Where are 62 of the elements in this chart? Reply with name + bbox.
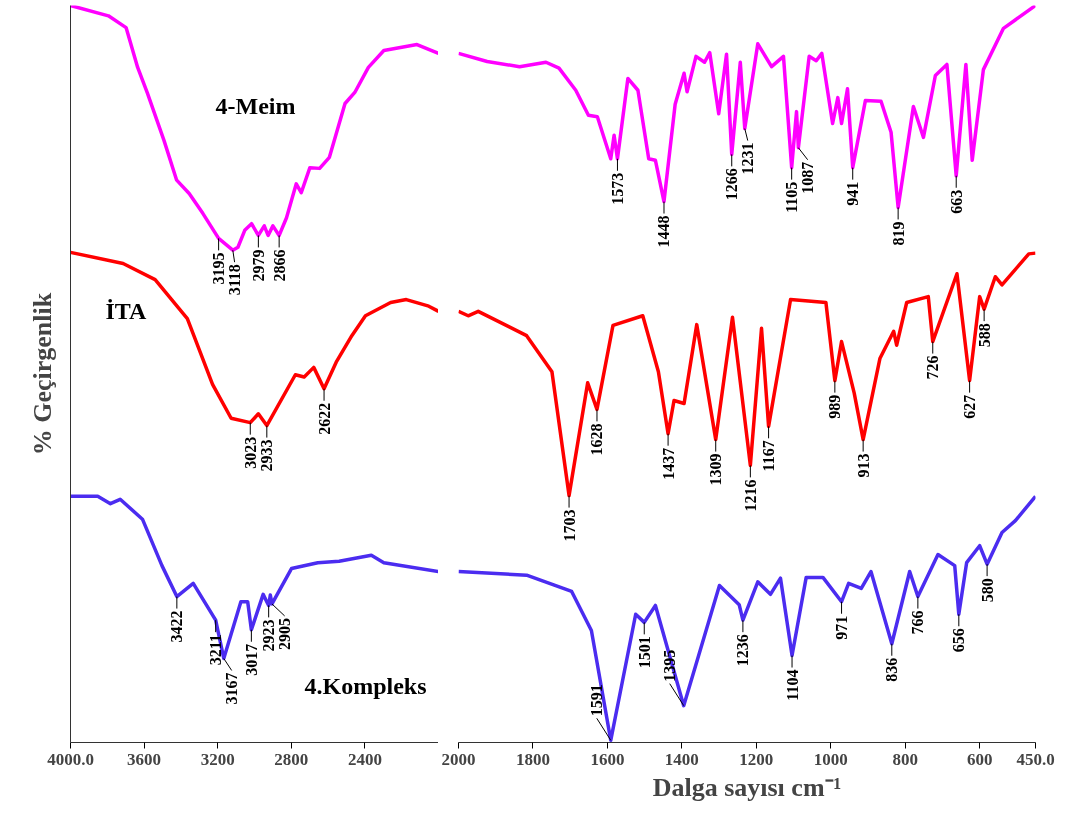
x-tick-label: 1200 [739, 749, 774, 769]
annotation: 1501 [635, 636, 653, 669]
annotation: 1591 [588, 684, 606, 717]
series-label: İTA [105, 297, 148, 324]
annotation: 1105 [783, 181, 801, 213]
x-tick-label: 3200 [200, 749, 235, 769]
annotation: 3422 [168, 610, 186, 643]
annotation: 971 [833, 615, 851, 640]
annotation: 726 [924, 355, 942, 380]
x-tick-label: 1800 [515, 749, 550, 769]
annotation: 3211 [207, 634, 225, 666]
annotation: 2866 [270, 249, 288, 282]
annotation: 1216 [741, 479, 759, 512]
annotation: 656 [950, 628, 968, 653]
annotation: 913 [854, 453, 872, 478]
annotation: 2923 [260, 619, 278, 652]
annotation: 3023 [241, 436, 259, 469]
x-tick-label: 1000 [813, 749, 848, 769]
annotation: 1266 [723, 168, 741, 201]
annotation: 1628 [588, 423, 606, 456]
x-tick-label: 800 [892, 749, 918, 769]
annotation: 2933 [258, 439, 276, 472]
annotation: 1309 [707, 453, 725, 486]
annotation: 1167 [760, 440, 778, 472]
x-tick-label: 600 [966, 749, 993, 769]
annotation: 1448 [655, 215, 673, 248]
annotation: 1087 [799, 161, 817, 194]
annotation: 2622 [315, 402, 333, 435]
annotation: 588 [975, 323, 993, 348]
annotation: 1437 [659, 447, 677, 480]
annotation: 3195 [210, 252, 228, 285]
annotation: 989 [826, 394, 844, 419]
annotation: 580 [978, 578, 996, 603]
y-axis-title: % Geçirgenlik [27, 292, 57, 456]
x-tick-label: 2800 [274, 749, 309, 769]
x-tick-label: 450.0 [1016, 749, 1055, 769]
annotation: 836 [883, 657, 901, 682]
annotation: 1231 [739, 142, 757, 175]
text: 4.Kompleks [304, 672, 427, 699]
annotation: 1236 [734, 634, 752, 667]
x-tick-label: 2400 [347, 749, 382, 769]
annotation: 627 [961, 394, 979, 419]
annotation: 819 [889, 221, 907, 246]
annotation: 1573 [608, 172, 626, 205]
x-tick-label: 2000 [441, 749, 476, 769]
annotation: 3017 [242, 643, 260, 676]
annotation: 2905 [276, 617, 294, 650]
annotation: 3118 [226, 264, 244, 296]
annotation: 1104 [783, 669, 801, 701]
annotation: 1703 [560, 509, 578, 542]
x-tick-label: 4000.0 [47, 749, 94, 769]
annotation: 2979 [249, 249, 267, 282]
annotation: 1395 [661, 649, 679, 682]
x-axis-title: Dalga sayısı cm⁻¹ [652, 772, 842, 802]
x-tick-label: 1400 [664, 749, 699, 769]
annotation: 3167 [223, 672, 241, 705]
series-label: 4-Meim [215, 92, 296, 119]
annotation: 766 [909, 610, 927, 635]
x-tick-label: 3600 [127, 749, 162, 769]
x-tick-label: 1600 [590, 749, 625, 769]
annotation: 941 [844, 181, 862, 206]
annotation: 663 [947, 189, 965, 214]
